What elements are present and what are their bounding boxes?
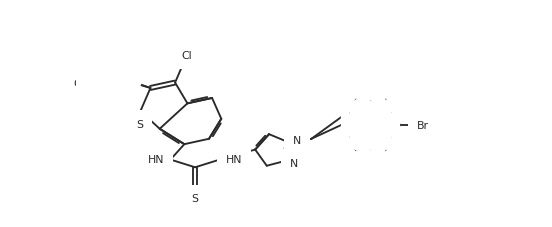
Text: Cl: Cl <box>182 51 192 61</box>
Text: O: O <box>74 78 82 88</box>
Text: N: N <box>290 158 298 168</box>
Text: HN: HN <box>148 154 164 164</box>
Text: O: O <box>87 78 96 88</box>
Text: O: O <box>113 54 121 64</box>
Text: S: S <box>136 119 143 129</box>
Text: O: O <box>108 77 116 87</box>
Text: O: O <box>83 73 92 83</box>
Text: S: S <box>192 194 199 204</box>
Text: N: N <box>293 136 301 146</box>
Text: HN: HN <box>226 154 242 164</box>
Text: Br: Br <box>417 120 429 130</box>
Text: O: O <box>108 79 117 89</box>
Text: O: O <box>84 80 93 90</box>
Text: O: O <box>115 56 124 66</box>
